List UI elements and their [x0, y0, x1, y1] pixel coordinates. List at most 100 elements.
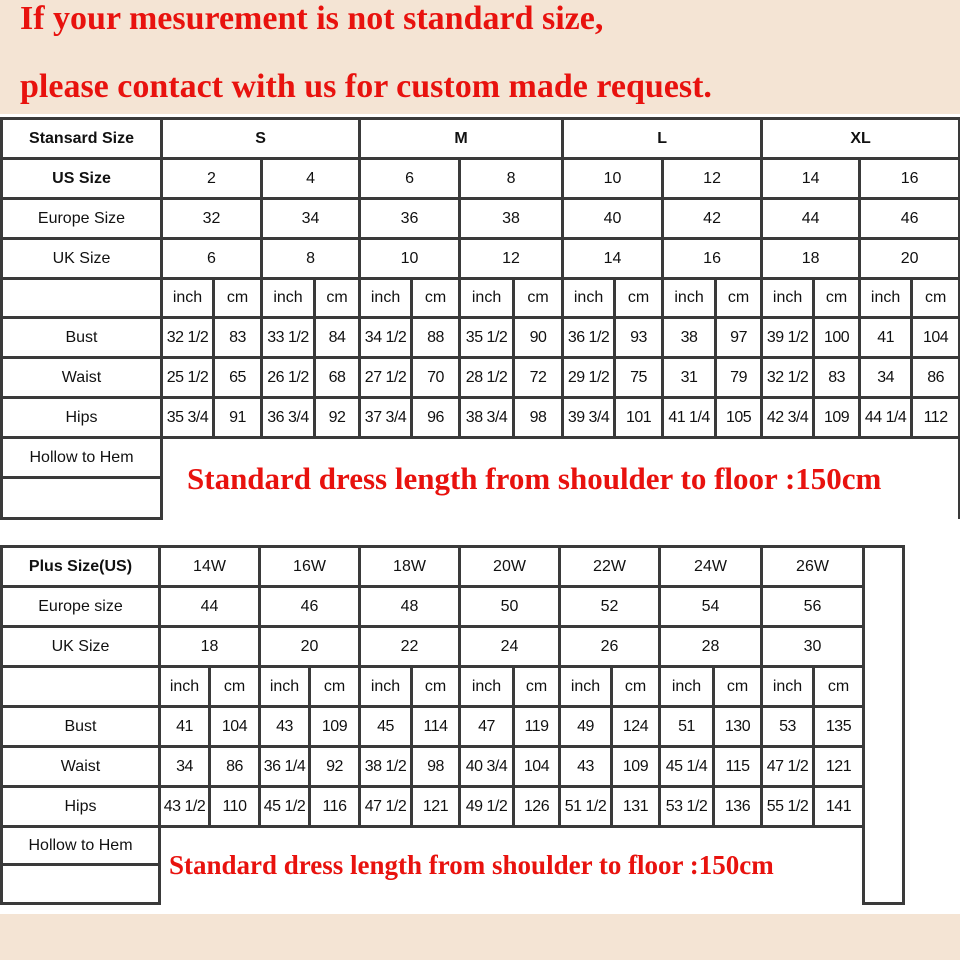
size-value: 32: [160, 197, 263, 240]
unit-cm: cm: [410, 665, 461, 708]
table-row: Bust 32 1/2 83 33 1/2 84 34 1/2 88 35 1/2 90 36 1…: [0, 316, 960, 359]
measurement-value: 126: [512, 785, 561, 828]
measurement-value: 109: [610, 745, 661, 788]
size-value: 44: [158, 585, 261, 628]
measurement-value: 104: [208, 705, 261, 748]
plus-size-header: 22W: [558, 545, 661, 588]
plus-size-header: 20W: [458, 545, 561, 588]
measurement-value: 105: [714, 396, 764, 439]
measurement-value: 51: [658, 705, 715, 748]
measurement-value: 91: [212, 396, 263, 439]
measurement-value: 40 3/4: [458, 745, 515, 788]
measurement-value: 83: [212, 316, 263, 359]
measurement-value: 53: [760, 705, 815, 748]
measurement-value: 32 1/2: [160, 316, 215, 359]
size-group-header: L: [561, 117, 764, 160]
size-value: 10: [358, 237, 462, 280]
unit-inch: inch: [160, 277, 215, 319]
measurement-value: 31: [661, 356, 718, 399]
measurement-value: 34: [158, 745, 211, 788]
hollow-to-hem-label: Hollow to Hem: [0, 436, 163, 479]
size-value: 42: [661, 197, 764, 240]
size-value: 52: [558, 585, 661, 628]
table-row: Hips 35 3/4 91 36 3/4 92 37 3/4 96 38 3/4 98 39 3…: [0, 396, 960, 439]
measurement-value: 92: [308, 745, 361, 788]
measurement-label: Waist: [0, 745, 161, 788]
measurement-value: 114: [410, 705, 461, 748]
measurement-value: 90: [512, 316, 565, 359]
plus-size-header: 14W: [158, 545, 261, 588]
measurement-value: 36 3/4: [260, 396, 316, 439]
size-value: 18: [158, 625, 261, 668]
measurement-value: 32 1/2: [760, 356, 816, 399]
measurement-value: 92: [312, 396, 362, 439]
plus-size-header: 24W: [658, 545, 763, 588]
size-value: 8: [458, 157, 565, 200]
unit-inch: inch: [458, 665, 515, 708]
plus-size-header: 26W: [760, 545, 865, 588]
measurement-value: 36 1/4: [258, 745, 311, 788]
dress-length-note: Standard dress length from shoulder to f…: [159, 436, 960, 519]
size-value: 12: [458, 237, 565, 280]
measurement-label: Waist: [0, 356, 163, 399]
measurement-value: 109: [308, 705, 361, 748]
unit-inch: inch: [260, 277, 316, 319]
measurement-value: 39 1/2: [760, 316, 816, 359]
measurement-value: 72: [512, 356, 565, 399]
unit-inch: inch: [358, 277, 414, 319]
size-value: 16: [858, 157, 960, 200]
size-value: 40: [561, 197, 665, 240]
measurement-value: 83: [812, 356, 862, 399]
size-value: 10: [561, 157, 665, 200]
measurement-value: 70: [410, 356, 462, 399]
measurement-value: 136: [712, 785, 763, 828]
unit-inch: inch: [258, 665, 311, 708]
size-value: 8: [259, 237, 362, 280]
measurement-value: 93: [613, 316, 665, 359]
size-value: 12: [661, 157, 764, 200]
size-value: 14: [760, 157, 862, 200]
measurement-value: 98: [512, 396, 565, 439]
unit-cm: cm: [512, 277, 565, 319]
size-value: 14: [561, 237, 665, 280]
plus-size-header: 16W: [258, 545, 361, 588]
size-value: 24: [458, 625, 561, 668]
table-row: UK Size 18 20 22 24 26 28 30: [0, 625, 904, 668]
measurement-value: 34: [858, 356, 914, 399]
measurement-label: Hips: [0, 396, 163, 439]
blank-side-cell: [862, 545, 905, 905]
table-title: Stansard Size: [0, 117, 163, 160]
blank-cell: [0, 863, 161, 905]
unit-cm: cm: [712, 665, 763, 708]
size-value: 46: [858, 197, 960, 240]
unit-cm: cm: [910, 277, 960, 319]
plus-size-table: Plus Size(US) 14W 16W 18W 20W 22W 24W 26W Europe…: [0, 545, 905, 905]
measurement-value: 38: [661, 316, 718, 359]
measurement-value: 29 1/2: [561, 356, 617, 399]
table-title: Plus Size(US): [0, 545, 161, 588]
size-value: 38: [458, 197, 565, 240]
measurement-value: 130: [712, 705, 763, 748]
blank-cell: [0, 476, 163, 520]
measurement-value: 53 1/2: [658, 785, 715, 828]
row-label: UK Size: [0, 237, 163, 280]
unit-inch: inch: [558, 665, 613, 708]
table-row: Plus Size(US) 14W 16W 18W 20W 22W 24W 26W: [0, 545, 905, 905]
measurement-value: 43: [558, 745, 613, 788]
measurement-value: 41: [858, 316, 914, 359]
measurement-value: 121: [812, 745, 865, 788]
measurement-label: Hips: [0, 785, 161, 828]
measurement-value: 112: [910, 396, 960, 439]
measurement-label: Bust: [0, 705, 161, 748]
unit-inch: inch: [661, 277, 718, 319]
table-row: inch cm inch cm inch cm inch cm inch cm inch cm inch…: [0, 665, 904, 708]
measurement-value: 47 1/2: [760, 745, 815, 788]
table-row: Hips 43 1/2 110 45 1/2 116 47 1/2 121 49 1/2 126…: [0, 785, 904, 828]
measurement-value: 68: [312, 356, 362, 399]
measurement-value: 26 1/2: [260, 356, 316, 399]
measurement-value: 47: [458, 705, 515, 748]
unit-cm: cm: [812, 277, 862, 319]
row-label: US Size: [0, 157, 163, 200]
measurement-value: 121: [410, 785, 461, 828]
table-row: Waist 25 1/2 65 26 1/2 68 27 1/2 70 28 1/2 72 29 …: [0, 356, 960, 399]
